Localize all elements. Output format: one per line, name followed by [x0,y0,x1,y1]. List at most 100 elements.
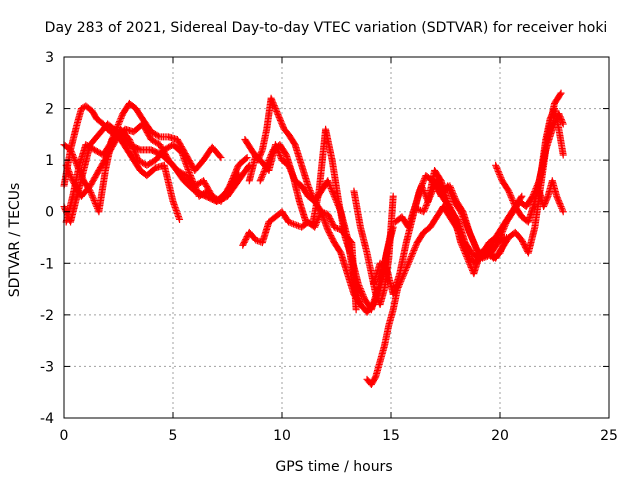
data-point-marker [359,291,367,299]
data-point-marker [288,219,296,227]
data-point-marker [252,236,260,244]
data-point-marker [358,289,366,297]
data-point-marker [125,136,133,144]
data-point-marker [72,158,80,166]
data-point-marker [541,198,549,206]
data-point-marker [460,215,468,223]
data-point-marker [509,198,517,206]
data-point-marker [458,211,466,219]
data-point-marker [547,113,555,121]
data-point-marker [286,219,294,227]
data-point-marker [217,154,225,162]
data-point-marker [265,157,273,165]
data-point-marker [356,283,364,291]
data-point-marker [434,185,442,193]
data-point-marker [466,229,474,237]
data-point-marker [462,251,470,259]
data-point-marker [355,281,363,289]
data-point-marker [285,218,293,226]
data-point-marker [188,175,196,183]
data-point-marker [553,194,561,202]
data-point-marker [190,180,198,188]
data-point-marker [420,188,428,196]
data-point-marker [261,164,269,172]
data-point-marker [509,196,517,204]
data-point-marker [69,152,77,160]
data-point-marker [423,200,431,208]
data-point-marker [63,164,71,172]
data-point-marker [268,149,276,157]
data-point-marker [465,228,473,236]
data-point-marker [64,166,72,174]
data-point-marker [131,149,139,157]
data-point-marker [279,122,287,130]
data-point-marker [130,147,138,155]
data-point-marker [118,113,126,121]
data-point-marker [457,209,465,217]
data-point-marker [87,190,95,198]
data-point-marker [129,144,137,152]
data-point-marker [88,192,96,200]
data-point-marker [372,290,380,298]
data-point-marker [63,163,71,171]
data-point-marker [540,203,548,211]
data-point-marker [462,220,470,228]
data-point-marker [67,174,75,182]
data-point-marker [424,198,432,206]
data-point-marker [76,167,84,175]
data-point-marker [407,253,415,261]
data-point-marker [133,153,141,161]
data-point-marker [542,197,550,205]
data-point-marker [243,154,251,162]
data-point-marker [74,164,82,172]
y-tick-label: -4 [40,411,54,427]
data-point-marker [268,97,276,105]
data-point-marker [176,215,184,223]
data-point-marker [263,160,271,168]
data-point-marker [132,152,140,160]
data-point-marker [267,152,275,160]
data-point-marker [271,105,279,113]
data-point-marker [154,132,162,140]
data-point-marker [422,203,430,211]
data-point-marker [431,177,439,185]
data-point-marker [470,239,478,247]
data-point-marker [192,185,200,193]
data-point-marker [428,188,436,196]
data-point-marker [263,161,271,169]
data-point-marker [66,171,74,179]
x-tick-label: 25 [600,428,618,444]
data-point-marker [465,259,473,267]
data-point-marker [457,239,465,247]
data-point-marker [553,192,561,200]
data-point-marker [271,103,279,111]
data-point-marker [507,193,515,201]
data-point-marker [354,280,362,288]
data-point-marker [464,225,472,233]
data-point-marker [501,223,509,231]
data-point-marker [558,204,566,212]
chart-title: Day 283 of 2021, Sidereal Day-to-day VTE… [45,20,608,36]
data-point-marker [261,166,269,174]
data-point-marker [543,194,551,202]
data-point-marker [67,172,75,180]
data-point-marker [330,223,338,231]
data-point-marker [492,163,500,171]
data-point-marker [474,248,482,256]
data-point-marker [117,114,125,122]
data-point-marker [360,292,368,300]
data-point-marker [497,230,505,238]
data-point-marker [466,260,474,268]
data-point-marker [471,242,479,250]
data-point-marker [258,172,266,180]
data-point-marker [68,175,76,183]
data-point-marker [114,122,122,130]
data-point-marker [265,155,273,163]
data-point-marker [446,188,454,196]
data-point-marker [461,219,469,227]
data-point-marker [259,171,267,179]
x-tick-label: 15 [382,428,400,444]
data-point-marker [188,176,196,184]
data-point-marker [332,224,340,232]
